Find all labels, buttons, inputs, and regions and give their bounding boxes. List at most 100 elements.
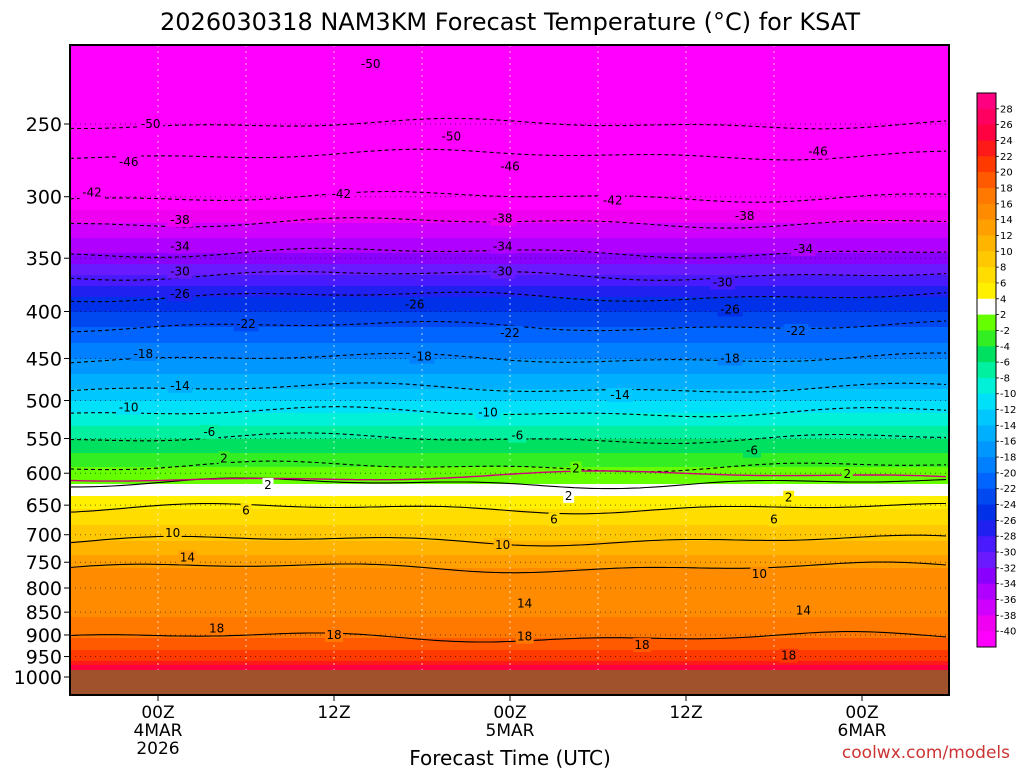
contour-label: 18 (326, 628, 341, 642)
contour-label-bg (475, 405, 501, 420)
contour-label: 2 (844, 467, 852, 481)
colorbar-swatch (977, 615, 996, 632)
contour-label-bg (783, 490, 795, 505)
contour-label: -46 (119, 155, 139, 169)
contour-label-bg (167, 212, 193, 227)
contour-label-bg (600, 193, 626, 208)
colorbar-swatch (977, 504, 996, 521)
contour-label-bg (167, 239, 193, 254)
contour-label: 14 (517, 597, 532, 611)
colorbar-swatch (977, 156, 996, 173)
contour-line (69, 432, 947, 445)
colorbar-swatch (977, 567, 996, 585)
colorbar-label: 16 (1000, 199, 1013, 210)
contour-label: -34 (493, 240, 513, 254)
contour-lines (69, 117, 947, 643)
y-tick-label: 650 (26, 495, 62, 517)
contour-label-bg (130, 347, 156, 362)
contour-label: -6 (511, 429, 523, 443)
contour-label-bg (607, 387, 633, 402)
contour-line (69, 382, 947, 393)
colorbar-label: -32 (1000, 563, 1016, 574)
colorbar-label: 6 (1000, 278, 1006, 289)
contour-label-bg (497, 325, 523, 340)
colorbar-label: 28 (1000, 104, 1013, 115)
colorbar-label: 26 (1000, 120, 1013, 131)
colorbar-label: -8 (1000, 373, 1010, 384)
contour-line (69, 148, 947, 161)
contour-label: 2 (572, 462, 580, 476)
contour-label: -22 (236, 317, 256, 331)
y-tick-label: 500 (26, 391, 62, 413)
contour-label-bg (515, 629, 534, 644)
contour-label: -38 (735, 209, 755, 223)
colorbar-swatch (977, 393, 996, 411)
contour-label: -14 (170, 379, 190, 393)
contour-label-bg (200, 424, 219, 439)
contour-label: -34 (794, 242, 814, 256)
colorbar-swatch (977, 298, 996, 316)
colorbar-swatch (977, 362, 996, 379)
temp-band (70, 401, 949, 414)
y-tick-label: 750 (26, 552, 62, 574)
colorbar-swatch (977, 552, 996, 569)
contour-label: -50 (361, 57, 381, 71)
contour-label-bg (497, 159, 523, 174)
contour-label-bg (841, 466, 853, 481)
contour-label: -14 (610, 388, 630, 402)
contour-label: -18 (412, 350, 432, 364)
contour-label-bg (402, 297, 428, 312)
contour-label-bg (207, 621, 226, 636)
contour-label-bg (717, 351, 743, 366)
contour-label-bg (515, 596, 534, 611)
contour-label: -6 (746, 444, 758, 458)
contour-label-bg (79, 185, 105, 200)
x-tick-label: 12Z (669, 703, 702, 723)
contour-label-bg (743, 443, 761, 458)
x-tick-label: 00Z (141, 703, 174, 723)
colorbar-swatch (977, 314, 996, 331)
contour-label: 2 (565, 489, 573, 503)
colorbar-swatch (977, 441, 996, 458)
y-tick-label: 1000 (14, 667, 62, 689)
colorbar: 28 26 24 22 20 18 16 14 12 10 8 6 4 2 -2 -4 -6 -8 -10 -12 -1… (976, 92, 1016, 648)
contour-label: 2 (785, 491, 793, 505)
contour-label-bg (548, 512, 560, 527)
colorbar-label: -30 (1000, 548, 1016, 559)
colorbar-label: 24 (1000, 136, 1013, 147)
colorbar-swatch (977, 346, 996, 363)
ground-surface (70, 670, 949, 695)
contour-label-bg (116, 155, 142, 170)
credit-text[interactable]: coolwx.com/models (842, 743, 1010, 763)
contour-line (69, 190, 947, 203)
temp-band (70, 359, 949, 375)
contour-line (69, 631, 947, 643)
contour-line (69, 117, 947, 130)
contour-label: -18 (134, 347, 154, 361)
colorbar-label: 14 (1000, 215, 1013, 226)
colorbar-label: -36 (1000, 595, 1016, 606)
contour-label-bg (710, 275, 736, 290)
chart-title: 2026030318 NAM3KM Forecast Temperature (… (160, 8, 860, 36)
x-tick-label: 4MAR (134, 721, 183, 741)
contour-label: -26 (405, 297, 425, 311)
temp-band (70, 253, 949, 265)
y-tick-label: 250 (26, 114, 62, 136)
contour-label: 6 (550, 513, 558, 527)
y-axis: 2503003504004505005506006507007508008509… (14, 114, 70, 689)
contour-line (69, 291, 947, 303)
contour-label: -34 (170, 240, 190, 254)
contour-label-bg (490, 211, 516, 226)
temp-band (70, 638, 949, 651)
contour-label: -10 (478, 405, 498, 419)
colorbar-label: 8 (1000, 263, 1006, 274)
colorbar-label: 22 (1000, 152, 1013, 163)
colorbar-label: -18 (1000, 453, 1016, 464)
x-tick-label: 6MAR (838, 721, 887, 741)
y-tick-label: 300 (26, 187, 62, 209)
contour-label: -26 (170, 287, 190, 301)
colorbar-swatch (977, 472, 996, 490)
contour-label-bg (794, 603, 813, 618)
colorbar-label: 12 (1000, 231, 1013, 242)
contour-label-bg (490, 264, 516, 279)
